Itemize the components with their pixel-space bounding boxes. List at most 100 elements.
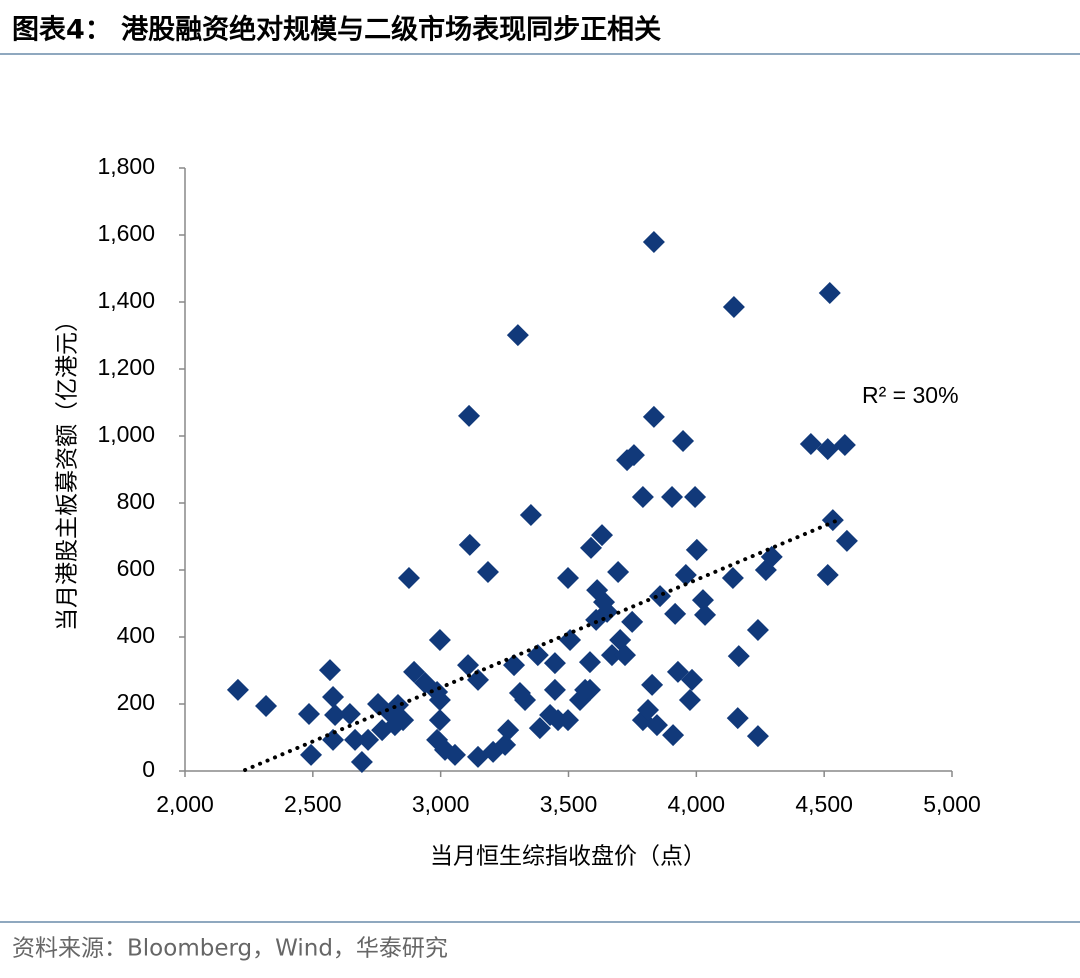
point bbox=[559, 629, 582, 652]
y-tick-label: 400 bbox=[117, 622, 155, 648]
source: 资料来源：Bloomberg，Wind，华泰研究 bbox=[12, 936, 448, 962]
point bbox=[392, 709, 415, 732]
point bbox=[497, 719, 520, 742]
point bbox=[514, 688, 537, 711]
point bbox=[645, 714, 668, 737]
point bbox=[338, 703, 361, 726]
point bbox=[746, 618, 769, 641]
point bbox=[403, 660, 426, 683]
point bbox=[664, 602, 687, 625]
point bbox=[578, 651, 601, 674]
point bbox=[641, 673, 664, 696]
y-axis-label: 当月港股主板募资额（亿港元） bbox=[55, 309, 81, 631]
y-tick-label: 1,400 bbox=[97, 287, 155, 313]
point bbox=[458, 404, 481, 427]
point bbox=[727, 645, 750, 668]
point bbox=[726, 707, 749, 730]
point bbox=[443, 743, 466, 766]
point bbox=[818, 281, 841, 304]
point bbox=[344, 728, 367, 751]
point bbox=[833, 434, 856, 457]
point bbox=[318, 659, 341, 682]
trendline bbox=[243, 518, 840, 772]
x-tick-label: 4,500 bbox=[795, 791, 853, 817]
point bbox=[596, 600, 619, 623]
point bbox=[721, 567, 744, 590]
point bbox=[350, 750, 373, 773]
point bbox=[835, 529, 858, 552]
point bbox=[799, 433, 822, 456]
point bbox=[642, 405, 665, 428]
point bbox=[614, 644, 637, 667]
x-tick-label: 3,000 bbox=[412, 791, 470, 817]
y-tick-label: 0 bbox=[142, 756, 155, 782]
point bbox=[543, 678, 566, 701]
point bbox=[746, 725, 769, 748]
point bbox=[637, 699, 660, 722]
point bbox=[556, 567, 579, 590]
point bbox=[816, 564, 839, 587]
point bbox=[816, 438, 839, 461]
point bbox=[476, 561, 499, 584]
point bbox=[672, 430, 695, 453]
y-tick-label: 1,200 bbox=[97, 354, 155, 380]
point bbox=[357, 728, 380, 751]
y-tick-label: 200 bbox=[117, 689, 155, 715]
y-tick-label: 1,600 bbox=[97, 220, 155, 246]
point bbox=[722, 296, 745, 319]
point bbox=[607, 561, 630, 584]
point bbox=[556, 709, 579, 732]
y-tick-label: 600 bbox=[117, 555, 155, 581]
point bbox=[662, 724, 685, 747]
point bbox=[397, 567, 420, 590]
point bbox=[226, 678, 249, 701]
point bbox=[685, 538, 708, 561]
point bbox=[526, 644, 549, 667]
point bbox=[528, 717, 551, 740]
point bbox=[466, 668, 489, 691]
point bbox=[694, 603, 717, 626]
point bbox=[760, 545, 783, 568]
point bbox=[621, 610, 644, 633]
point bbox=[631, 485, 654, 508]
point bbox=[297, 703, 320, 726]
point bbox=[622, 444, 645, 467]
x-tick-label: 3,500 bbox=[540, 791, 598, 817]
point bbox=[506, 324, 529, 347]
point bbox=[579, 536, 602, 559]
point bbox=[458, 533, 481, 556]
x-tick-label: 4,000 bbox=[668, 791, 726, 817]
y-tick-label: 800 bbox=[117, 488, 155, 514]
point bbox=[494, 733, 517, 756]
point bbox=[322, 685, 345, 708]
point bbox=[678, 688, 701, 711]
point bbox=[255, 695, 278, 718]
x-tick-label: 5,000 bbox=[923, 791, 981, 817]
point bbox=[680, 668, 703, 691]
point bbox=[590, 524, 613, 547]
point bbox=[503, 654, 526, 677]
point bbox=[300, 743, 323, 766]
point bbox=[428, 688, 451, 711]
point bbox=[666, 660, 689, 683]
x-axis-label: 当月恒生综指收盘价（点） bbox=[430, 844, 706, 870]
y-tick-label: 1,800 bbox=[97, 153, 155, 179]
point bbox=[428, 709, 451, 732]
point bbox=[457, 654, 480, 677]
point bbox=[821, 509, 844, 532]
point bbox=[519, 504, 542, 527]
point bbox=[642, 231, 665, 254]
point bbox=[600, 644, 623, 667]
point bbox=[661, 485, 684, 508]
y-tick-label: 1,000 bbox=[97, 421, 155, 447]
point bbox=[684, 485, 707, 508]
x-tick-label: 2,000 bbox=[156, 791, 214, 817]
point bbox=[691, 589, 714, 612]
point bbox=[578, 678, 601, 701]
point bbox=[324, 704, 347, 727]
point bbox=[543, 652, 566, 675]
annotation: R² = 30% bbox=[862, 382, 959, 408]
point bbox=[649, 585, 672, 608]
title: 图表4： 港股融资绝对规模与二级市场表现同步正相关 bbox=[12, 14, 661, 46]
